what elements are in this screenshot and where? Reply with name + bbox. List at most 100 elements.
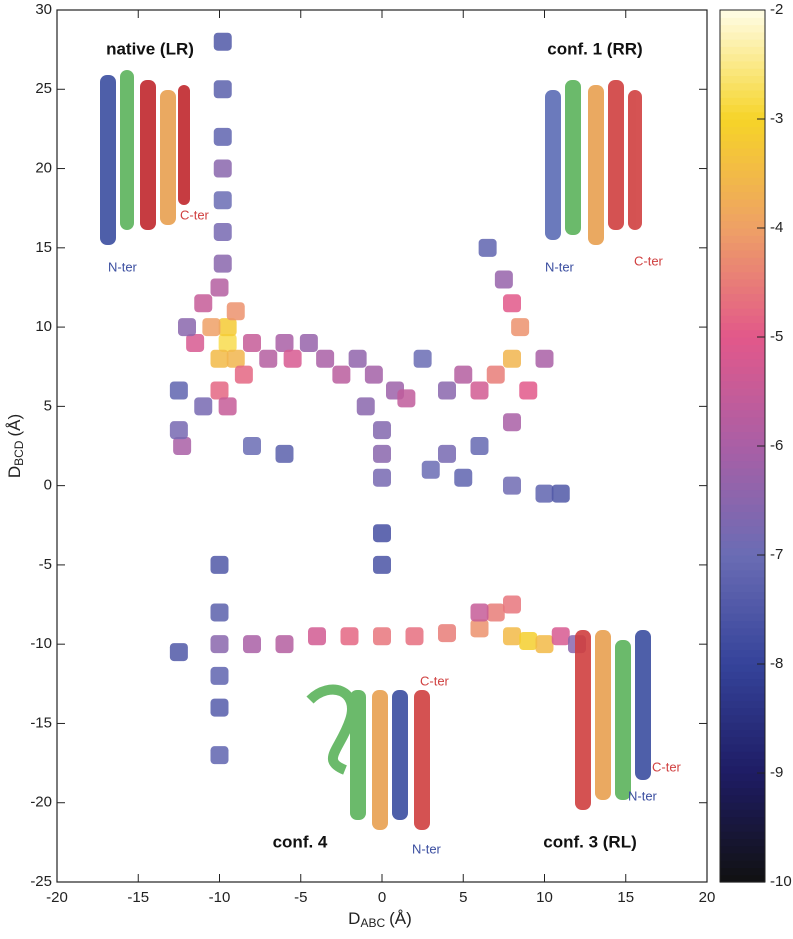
cell <box>551 627 570 646</box>
cell <box>308 627 326 646</box>
colorbar-step <box>720 206 765 215</box>
terminus-label: N-ter <box>412 841 442 856</box>
colorbar-step <box>720 780 765 789</box>
colorbar-step <box>720 97 765 106</box>
colorbar-step <box>720 823 765 832</box>
cell <box>503 476 521 495</box>
colorbar-step <box>720 300 765 309</box>
cell <box>373 627 391 646</box>
colorbar-step <box>720 228 765 236</box>
colorbar-tick-label: -4 <box>770 219 783 236</box>
cell <box>454 365 473 384</box>
colorbar-step <box>720 169 765 178</box>
cell <box>173 437 192 455</box>
colorbar-step <box>720 467 765 476</box>
x-tick-label: -15 <box>127 889 149 906</box>
cell <box>194 294 213 313</box>
cell <box>332 365 351 384</box>
colorbar-step <box>720 278 765 287</box>
colorbar-step <box>720 518 765 527</box>
colorbar-step <box>720 678 765 687</box>
colorbar-step <box>720 722 765 730</box>
colorbar-step <box>720 257 765 265</box>
colorbar-step <box>720 700 765 709</box>
colorbar-step <box>720 39 765 47</box>
cell <box>373 524 391 543</box>
colorbar-step <box>720 729 765 738</box>
colorbar-step <box>720 831 765 839</box>
colorbar-step <box>720 307 765 316</box>
colorbar-step <box>720 75 765 84</box>
y-tick-label: 5 <box>44 397 52 414</box>
colorbar-step <box>720 446 765 454</box>
cell <box>397 389 416 408</box>
terminus-label: N-ter <box>545 259 575 274</box>
colorbar-tick-label: -6 <box>770 437 783 454</box>
colorbar-step <box>720 53 765 62</box>
colorbar-step <box>720 162 765 171</box>
x-tick-label: 15 <box>617 889 634 906</box>
cell <box>356 397 375 416</box>
colorbar-step <box>720 664 765 672</box>
colorbar-step <box>720 562 765 571</box>
cell <box>210 278 229 297</box>
colorbar-step <box>720 707 765 716</box>
colorbar-step <box>720 773 765 781</box>
colorbar-step <box>720 475 765 483</box>
cell <box>218 397 237 416</box>
colorbar-step <box>720 31 765 40</box>
colorbar-step <box>720 133 765 142</box>
colorbar-step <box>720 184 765 193</box>
cell <box>210 349 229 368</box>
cell <box>535 484 554 503</box>
terminus-label: N-ter <box>628 788 658 803</box>
colorbar-step <box>720 547 765 556</box>
y-tick-label: -25 <box>30 873 52 890</box>
cell <box>438 444 456 463</box>
colorbar-step <box>720 504 765 512</box>
colorbar-step <box>720 591 765 600</box>
cell <box>486 603 505 622</box>
protein-conf4 <box>306 684 430 830</box>
cell <box>519 632 538 651</box>
colorbar-step <box>720 867 765 876</box>
x-tick-label: -10 <box>209 889 231 906</box>
colorbar-step <box>720 286 765 294</box>
cell <box>275 333 294 352</box>
cell <box>213 191 232 210</box>
colorbar-step <box>720 874 765 883</box>
cell <box>364 365 383 384</box>
terminus-label: C-ter <box>180 207 210 222</box>
colorbar-step <box>720 220 765 229</box>
colorbar-step <box>720 598 765 607</box>
colorbar-step <box>720 329 765 338</box>
colorbar-step <box>720 787 765 796</box>
colorbar-step <box>720 155 765 164</box>
colorbar-step <box>720 496 765 505</box>
annotation: native (LR) <box>106 39 194 58</box>
colorbar-step <box>720 68 765 76</box>
cell <box>348 349 367 368</box>
colorbar-step <box>720 555 765 563</box>
cell <box>438 381 456 400</box>
colorbar-step <box>720 387 765 396</box>
label-main: D <box>348 909 360 928</box>
colorbar-step <box>720 366 765 374</box>
cell <box>478 238 497 257</box>
colorbar-step <box>720 649 765 658</box>
cell <box>275 635 294 654</box>
colorbar-step <box>720 511 765 520</box>
colorbar-step <box>720 264 765 273</box>
colorbar-step <box>720 576 765 585</box>
cell <box>413 349 432 368</box>
terminus-label: N-ter <box>108 259 138 274</box>
cell <box>243 333 261 352</box>
colorbar-step <box>720 358 765 367</box>
heatmap <box>169 32 586 765</box>
colorbar-step <box>720 736 765 745</box>
cell <box>213 222 232 241</box>
colorbar-step <box>720 620 765 629</box>
colorbar-tick-label: -2 <box>770 1 783 18</box>
cell <box>470 437 489 455</box>
